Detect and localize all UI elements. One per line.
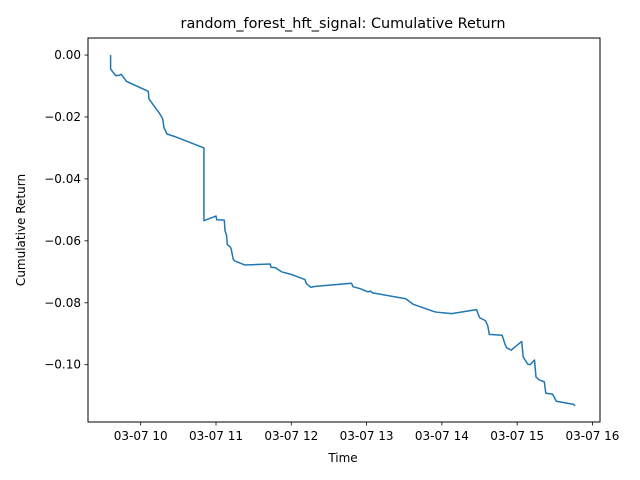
y-axis: 0.00 −0.02 −0.04 −0.06 −0.08 −0.10 xyxy=(44,48,88,372)
chart-title: random_forest_hft_signal: Cumulative Ret… xyxy=(181,16,506,32)
x-tick-label: 03-07 12 xyxy=(264,429,318,443)
y-tick-label: −0.06 xyxy=(44,234,81,248)
y-tick-label: −0.10 xyxy=(44,358,81,372)
x-tick-label: 03-07 11 xyxy=(189,429,243,443)
plot-frame xyxy=(87,37,601,423)
x-tick-label: 03-07 15 xyxy=(490,429,544,443)
x-tick-label: 03-07 13 xyxy=(340,429,394,443)
y-tick-label: −0.08 xyxy=(44,296,81,310)
y-axis-label: Cumulative Return xyxy=(14,174,28,286)
x-axis: 03-07 10 03-07 11 03-07 12 03-07 13 03-07 14… xyxy=(114,422,619,443)
plot-area xyxy=(87,37,601,423)
x-tick-label: 03-07 14 xyxy=(415,429,469,443)
y-tick-label: 0.00 xyxy=(54,48,81,62)
y-tick-label: −0.04 xyxy=(44,172,81,186)
x-tick-label: 03-07 16 xyxy=(565,429,619,443)
y-tick-label: −0.02 xyxy=(44,110,81,124)
x-axis-label: Time xyxy=(327,451,357,465)
series-line xyxy=(109,55,576,407)
x-tick-label: 03-07 10 xyxy=(114,429,168,443)
